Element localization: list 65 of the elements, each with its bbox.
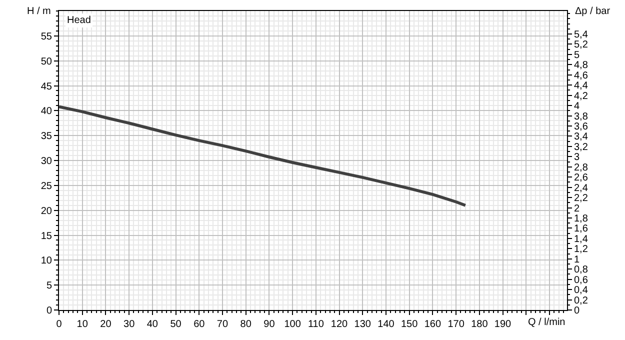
y2-tick-label: 0,4 <box>574 285 588 296</box>
y2-tick-label: 3,2 <box>574 142 588 153</box>
y2-tick-label: 4,8 <box>574 60 588 72</box>
x-tick-label: 170 <box>448 319 465 330</box>
x-tick-label: 120 <box>330 319 348 330</box>
line-series <box>59 105 467 207</box>
x-tick-label: 70 <box>216 319 228 330</box>
x-tick-label: 130 <box>354 319 372 330</box>
y2-tick-label: 5 <box>574 50 580 61</box>
x-tick-label: 110 <box>308 319 324 330</box>
x-tick-label: 150 <box>400 319 418 330</box>
annotation: Head <box>67 15 91 26</box>
y2-tick-label: 1,6 <box>574 224 588 235</box>
x-tick-label: 50 <box>170 319 182 330</box>
y2-tick-label: 3 <box>574 152 580 164</box>
y-axis-title: H / m <box>27 6 51 17</box>
y-tick-label: 5 <box>46 280 52 292</box>
y-tick-label: 40 <box>40 106 52 118</box>
y2-axis-title: Δp / bar <box>575 6 611 17</box>
y-tick-label: 55 <box>40 31 52 42</box>
y-tick-label: 25 <box>40 180 52 192</box>
x-axis-title: Q / l/min <box>528 317 566 328</box>
y-tick-label: 20 <box>40 206 52 217</box>
y2-tick-label: 1 <box>574 254 580 266</box>
x-tick-label: 10 <box>76 319 88 330</box>
y2-tick-label: 3,8 <box>574 111 588 122</box>
x-tick-label: 190 <box>494 319 512 330</box>
y2-tick-label: 4,4 <box>574 80 588 92</box>
y-tick-label: 15 <box>40 230 52 242</box>
y2-tick-label: 0,8 <box>574 264 588 276</box>
y2-tick-label: 5,4 <box>574 30 588 40</box>
y2-tick-label: 1,4 <box>574 234 588 245</box>
x-tick-label: 20 <box>100 319 112 330</box>
y2-tick-label: 2 <box>574 203 580 214</box>
x-tick-label: 40 <box>146 319 158 330</box>
y2-tick-label: 0 <box>574 306 580 316</box>
x-tick-label: 90 <box>264 319 276 330</box>
x-tick-label: 60 <box>194 319 206 330</box>
x-tick-label: 0 <box>56 319 62 330</box>
y2-tick-label: 2,8 <box>574 162 588 174</box>
x-tick-label: 100 <box>284 319 302 330</box>
y2-tick-label: 1,2 <box>574 244 588 256</box>
x-tick-label: 30 <box>124 319 136 330</box>
y-tick-label: 35 <box>40 131 52 142</box>
y-tick-label: 0 <box>46 306 52 316</box>
x-tick-label: 160 <box>424 319 442 330</box>
x-tick-label: 180 <box>471 319 488 330</box>
y2-tick-label: 3,4 <box>574 132 588 143</box>
y2-tick-label: 4,6 <box>574 70 588 82</box>
y-tick-label: 50 <box>40 56 52 68</box>
y2-tick-label: 2,2 <box>574 193 588 204</box>
y2-tick-label: 1,8 <box>574 214 588 224</box>
y2-tick-label: 3,6 <box>574 122 588 132</box>
y-tick-label: 30 <box>40 156 52 167</box>
x-tick-label: 80 <box>240 319 252 330</box>
y-tick-label: 10 <box>40 256 52 267</box>
y2-tick-label: 0,6 <box>574 274 588 286</box>
y2-tick-label: 0,2 <box>574 295 588 306</box>
y2-tick-label: 4 <box>574 101 580 112</box>
y2-tick-label: 2,4 <box>574 182 588 194</box>
y-tick-label: 45 <box>40 81 52 92</box>
y2-tick-label: 2,6 <box>574 172 588 184</box>
y2-tick-label: 4,2 <box>574 90 588 102</box>
y2-tick-label: 5,2 <box>574 40 588 51</box>
x-tick-label: 140 <box>378 319 395 330</box>
